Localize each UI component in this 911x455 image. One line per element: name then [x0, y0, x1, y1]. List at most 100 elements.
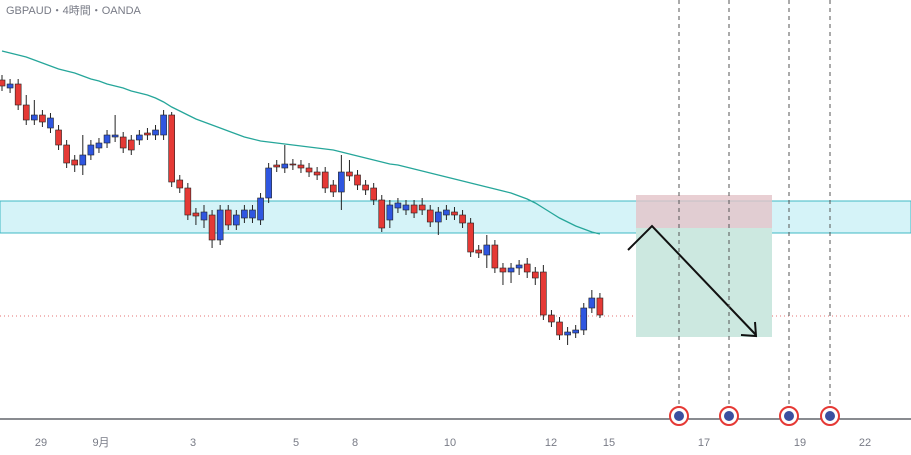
candle-body: [556, 321, 563, 336]
candle-body: [216, 209, 224, 241]
candle-body: [168, 114, 175, 183]
candle-body: [249, 209, 256, 219]
candle-body: [184, 187, 192, 216]
stop-zone: [636, 195, 772, 228]
candle-body: [548, 314, 555, 323]
candle-body: [572, 329, 579, 334]
candle-body: [176, 179, 184, 189]
candle-body: [467, 222, 474, 253]
x-tick-label: 29: [35, 437, 47, 449]
candle-body: [515, 264, 523, 269]
candle-body: [507, 267, 515, 273]
candle-body: [265, 167, 272, 199]
candle-body: [192, 212, 200, 217]
x-tick-label: 5: [293, 437, 299, 449]
candle-body: [491, 244, 499, 269]
x-tick-label: 19: [794, 437, 806, 449]
candle-body: [418, 204, 426, 211]
candle-body: [596, 297, 604, 316]
candle-body: [386, 204, 394, 221]
x-tick-label: 8: [352, 437, 358, 449]
candle-body: [31, 114, 38, 121]
candle-body: [297, 164, 305, 169]
candle-body: [6, 83, 14, 89]
candle-body: [475, 249, 483, 254]
candle-body: [402, 204, 410, 211]
candle-body: [362, 184, 369, 191]
candle-body: [329, 184, 337, 193]
flag-icon: [825, 411, 835, 421]
chart-title: GBPAUD・4時間・OANDA: [6, 4, 142, 17]
candle-body: [394, 202, 402, 209]
flag-icon: [724, 411, 734, 421]
x-tick-label: 17: [698, 437, 710, 449]
candle-body: [499, 267, 507, 273]
target-zone: [636, 228, 772, 337]
candle-body: [233, 214, 240, 226]
candle-body: [378, 199, 386, 229]
candle-body: [241, 209, 248, 219]
candle-body: [111, 134, 119, 138]
candle-body: [87, 144, 95, 156]
x-tick-label: 12: [545, 437, 557, 449]
candle-body: [313, 171, 321, 176]
candle-body: [63, 144, 70, 164]
candle-body: [443, 209, 450, 216]
candle-body: [523, 263, 531, 273]
candle-body: [103, 134, 111, 144]
candle-body: [321, 171, 329, 189]
candle-body: [144, 132, 151, 136]
candle-body: [483, 244, 491, 256]
x-tick-label: 10: [444, 437, 456, 449]
candle-body: [281, 163, 289, 169]
candles: [0, 50, 604, 345]
candle-body: [200, 211, 208, 221]
candle-body: [224, 209, 232, 226]
candle-body: [79, 154, 87, 166]
x-tick-label: 9月: [92, 437, 109, 449]
candle-body: [338, 171, 345, 193]
arrow-head: [740, 321, 758, 338]
candle-body: [540, 271, 547, 316]
candle-body: [14, 83, 22, 106]
drawings: [0, 0, 911, 405]
candle-body: [273, 164, 281, 168]
candle-body: [208, 214, 216, 241]
candle-body: [531, 271, 539, 279]
candle-body: [451, 211, 458, 216]
candle-body: [588, 297, 596, 309]
x-tick-label: 3: [190, 437, 196, 449]
candle-body: [354, 174, 361, 186]
flag-icon: [784, 411, 794, 421]
x-tick-label: 22: [859, 437, 871, 449]
candle-body: [55, 129, 62, 146]
event-flags[interactable]: [669, 406, 840, 426]
candle-body: [127, 139, 135, 151]
candle-body: [289, 163, 297, 166]
x-tick-label: 15: [603, 437, 615, 449]
candle-body: [370, 187, 377, 201]
candle-body: [119, 136, 127, 149]
candle-body: [564, 331, 571, 336]
support-zone: [0, 200, 911, 234]
candle-body: [71, 159, 79, 166]
candle-body: [39, 114, 46, 123]
candle-body: [160, 114, 167, 136]
candle-body: [152, 129, 159, 136]
candle-body: [435, 211, 442, 223]
candle-body: [257, 197, 264, 221]
arrow-line: [627, 224, 757, 336]
candle-body: [580, 307, 588, 331]
candle-body: [426, 209, 434, 223]
candle-body: [47, 117, 54, 129]
candle-body: [0, 79, 6, 87]
candle-body: [410, 204, 418, 214]
moving-average: [1, 50, 601, 235]
candle-body: [136, 134, 143, 141]
candle-body: [459, 214, 466, 224]
candle-body: [22, 104, 30, 121]
flag-icon: [674, 411, 684, 421]
candle-body: [305, 167, 313, 173]
candle-body: [346, 171, 353, 177]
